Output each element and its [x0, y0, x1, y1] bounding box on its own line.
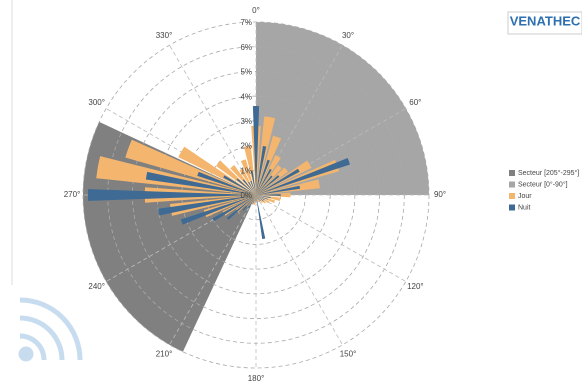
- bar: [256, 195, 266, 240]
- bar: [87, 189, 257, 201]
- legend-label: Secteur [205°-295°]: [518, 169, 579, 177]
- bar: [223, 175, 256, 195]
- bar: [251, 195, 256, 205]
- bar: [256, 168, 300, 195]
- bar: [203, 195, 256, 218]
- legend-swatch: [509, 181, 515, 188]
- angle-label: 330°: [156, 31, 173, 40]
- bar: [244, 145, 256, 195]
- bar: [248, 181, 256, 195]
- bar: [180, 195, 256, 225]
- bar: [256, 146, 267, 195]
- legend-label: Jour: [518, 193, 532, 200]
- r-tick-label: 2%: [240, 142, 252, 151]
- bar: [212, 195, 256, 222]
- bar: [256, 157, 351, 195]
- bar: [242, 179, 256, 195]
- bar: [256, 175, 280, 195]
- bar: [253, 195, 256, 205]
- r-tick-label: 3%: [240, 117, 252, 126]
- angle-label: 120°: [407, 282, 424, 291]
- bar: [158, 195, 256, 216]
- r-tick-label: 7%: [240, 18, 252, 27]
- bar: [256, 195, 264, 202]
- bar: [256, 195, 260, 202]
- bar: [256, 194, 281, 196]
- bar: [256, 185, 301, 195]
- spoke: [255, 194, 407, 282]
- legend-label: Secteur [0°-90°]: [518, 180, 568, 188]
- angle-label: 210°: [156, 349, 173, 358]
- bar: [256, 159, 270, 195]
- bar: [256, 195, 260, 203]
- legend-swatch: [509, 170, 515, 176]
- r-tick-label: 5%: [240, 68, 252, 77]
- bar: [256, 195, 258, 203]
- sector-wedge: [256, 22, 429, 195]
- r-tick-label: 6%: [240, 43, 252, 52]
- r-tick-label: 1%: [240, 166, 252, 175]
- logo-text: VENATHEC: [510, 13, 581, 28]
- logo-box: [507, 11, 582, 35]
- spoke: [255, 194, 343, 346]
- bar: [256, 175, 273, 195]
- angle-label: 270°: [64, 190, 81, 199]
- legend-label: Nuit: [518, 204, 531, 211]
- angle-label: 150°: [340, 349, 357, 358]
- bar: [256, 168, 272, 195]
- angle-label: 180°: [248, 374, 265, 381]
- bar: [252, 195, 256, 205]
- bar: [256, 195, 281, 201]
- bar: [252, 106, 260, 195]
- angle-label: 30°: [342, 31, 354, 40]
- bar: [250, 170, 256, 195]
- grid-circle: [82, 21, 430, 369]
- bar: [256, 179, 320, 195]
- bar: [226, 195, 256, 220]
- spoke: [169, 194, 257, 346]
- bar: [256, 116, 276, 195]
- legend-swatch: [509, 204, 515, 211]
- corner-logo: [18, 297, 83, 362]
- r-tick-label: 4%: [240, 92, 252, 101]
- bar: [248, 195, 256, 209]
- angle-label: 240°: [88, 282, 105, 291]
- bar: [256, 135, 282, 195]
- bar: [256, 195, 258, 200]
- angle-label: 90°: [434, 190, 446, 199]
- legend-swatch: [509, 193, 515, 199]
- bar: [256, 195, 265, 201]
- r-tick-label: 0%: [240, 191, 252, 200]
- bar: [242, 195, 256, 211]
- bar: [236, 178, 256, 195]
- bar: [240, 159, 256, 195]
- angle-label: 0°: [252, 6, 260, 15]
- sector-wedge: [82, 121, 256, 352]
- bar: [256, 195, 276, 204]
- angle-label: 60°: [409, 98, 421, 107]
- bar: [256, 159, 340, 195]
- bar: [255, 195, 257, 203]
- bar: [125, 139, 257, 195]
- bar: [169, 195, 256, 216]
- bar: [197, 171, 256, 195]
- bar: [145, 171, 256, 195]
- bar: [250, 180, 256, 195]
- bar: [256, 195, 271, 199]
- angle-label: 300°: [88, 98, 105, 107]
- bar: [256, 195, 268, 200]
- bar: [96, 156, 257, 195]
- bar: [254, 195, 256, 203]
- bar: [256, 195, 261, 201]
